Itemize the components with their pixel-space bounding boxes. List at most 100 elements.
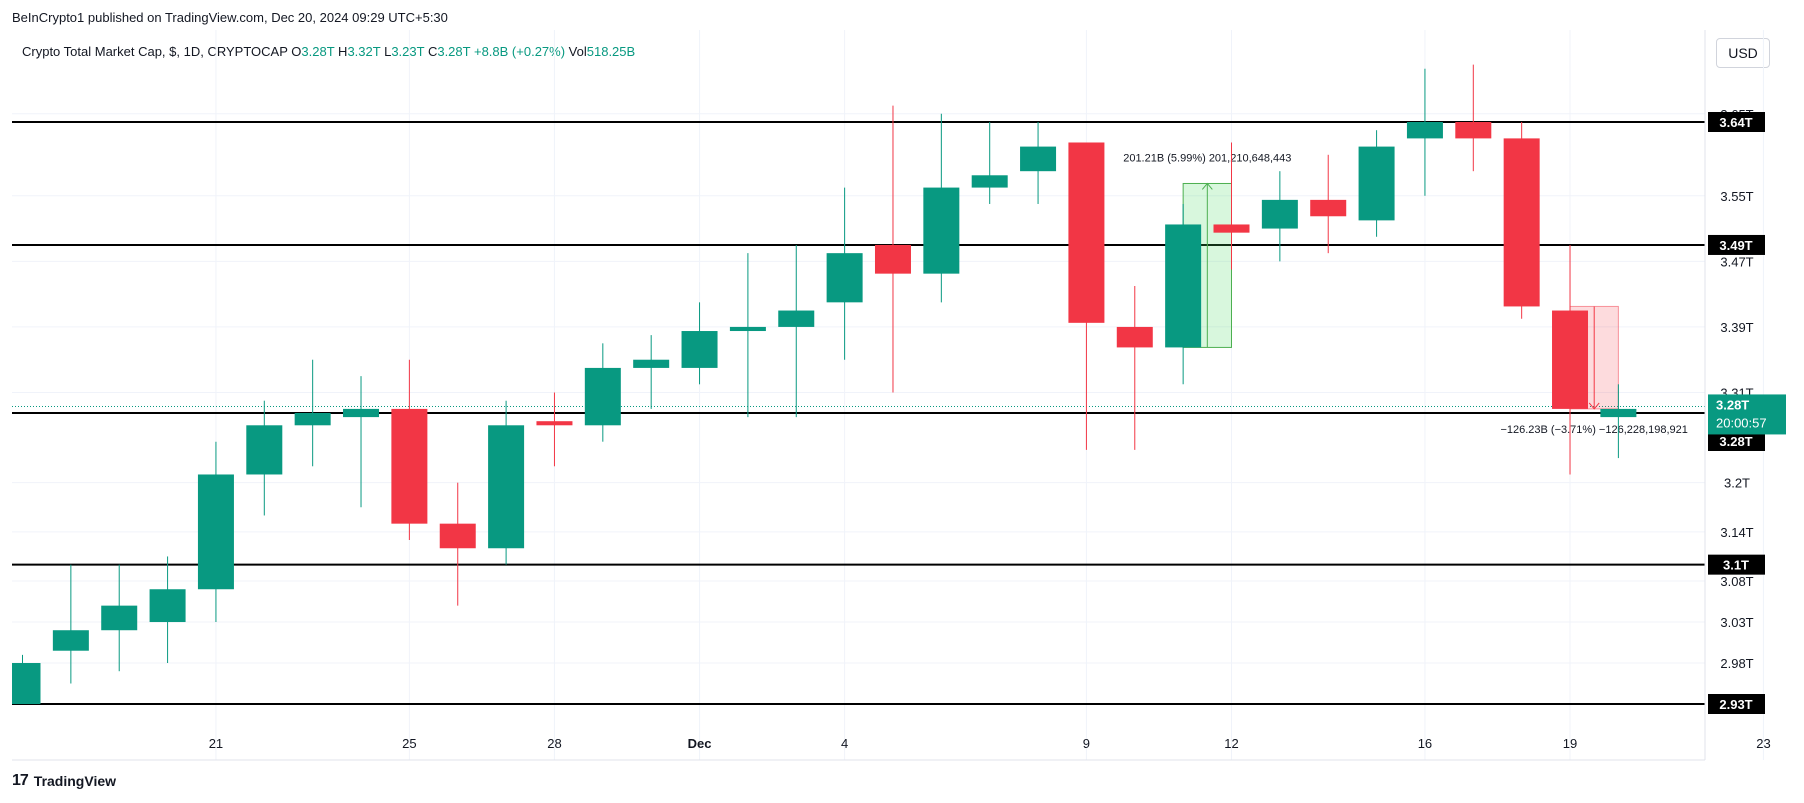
candle-body	[874, 244, 911, 274]
y-tick-label: 3.14T	[1720, 525, 1753, 540]
candle-body	[826, 253, 863, 303]
x-tick-label: 16	[1418, 736, 1432, 751]
close-value: 3.28T	[437, 44, 471, 59]
candle-body	[584, 367, 621, 426]
high-value: 3.32T	[347, 44, 381, 59]
candle[interactable]	[1020, 122, 1057, 204]
candle[interactable]	[1213, 142, 1250, 270]
level-price-tag	[1708, 112, 1765, 132]
symbol-name[interactable]: Crypto Total Market Cap, $, 1D, CRYPTOCA…	[22, 44, 288, 59]
measurements: 201.21B (5.99%) 201,210,648,443 −126.23B …	[1123, 152, 1688, 435]
x-tick-label: 9	[1083, 736, 1090, 751]
bar-countdown: 20:00:57	[1716, 415, 1767, 430]
candle-body	[778, 310, 815, 327]
open-label: O	[291, 44, 302, 59]
level-price-label: 2.93T	[1719, 697, 1752, 712]
level-price-label: 3.1T	[1723, 558, 1749, 573]
measure-arrow-head	[1201, 182, 1213, 190]
candle[interactable]	[52, 564, 89, 684]
candle[interactable]	[197, 441, 234, 623]
candle-body	[1068, 142, 1105, 323]
tradingview-mark-icon: 17	[12, 772, 29, 789]
candle-body	[1116, 326, 1153, 348]
candle[interactable]	[1116, 285, 1153, 450]
candle-body	[1552, 310, 1589, 409]
candle[interactable]	[246, 400, 283, 516]
candle[interactable]	[1503, 122, 1540, 319]
candle-body	[1020, 146, 1057, 172]
y-tick-label: 3.39T	[1720, 320, 1753, 335]
x-tick-label: 4	[841, 736, 848, 751]
candle[interactable]	[488, 400, 525, 565]
published-by-text: BeInCrypto1 published on TradingView.com…	[12, 10, 448, 25]
candle[interactable]	[1310, 154, 1347, 254]
candle-body	[681, 331, 718, 368]
grid	[12, 30, 1764, 760]
y-tick-label: 3.2T	[1724, 476, 1750, 491]
candle-body	[1165, 224, 1202, 348]
candle[interactable]	[536, 392, 573, 467]
candle-body	[52, 630, 89, 651]
candle[interactable]	[1261, 171, 1298, 262]
candle-body	[971, 175, 1008, 188]
level-price-tag	[1708, 694, 1765, 714]
candle[interactable]	[1165, 203, 1202, 385]
candle-body	[149, 589, 186, 623]
candle[interactable]	[681, 302, 718, 385]
volume-value: 518.25B	[586, 44, 636, 59]
x-tick-label: 23	[1756, 736, 1770, 751]
x-tick-label: 21	[209, 736, 223, 751]
candle[interactable]	[391, 359, 428, 541]
candle-body	[12, 663, 41, 704]
y-tick-label: 3.08T	[1720, 574, 1753, 589]
candle-body	[1358, 146, 1395, 221]
y-tick-label: 3.03T	[1720, 615, 1753, 630]
candle[interactable]	[1552, 244, 1589, 475]
symbol-legend: Crypto Total Market Cap, $, 1D, CRYPTOCA…	[22, 44, 635, 59]
level-price-label: 3.49T	[1719, 238, 1752, 253]
x-tick-label: 25	[402, 736, 416, 751]
candle-body	[101, 605, 138, 631]
currency-button[interactable]: USD	[1716, 38, 1770, 68]
tradingview-logo[interactable]: 17 TradingView	[12, 772, 116, 790]
candle[interactable]	[294, 359, 331, 467]
candle[interactable]	[1068, 142, 1105, 450]
candle-body	[923, 187, 960, 274]
y-tick-label: 3.47T	[1720, 254, 1753, 269]
x-tick-label: 28	[547, 736, 561, 751]
candle[interactable]	[1406, 68, 1443, 196]
candle[interactable]	[729, 253, 766, 418]
level-price-tag	[1708, 234, 1765, 255]
candle-body	[488, 425, 525, 549]
close-label: C	[427, 44, 438, 59]
candle[interactable]	[1358, 130, 1395, 237]
candle[interactable]	[149, 556, 186, 664]
last-price-tag	[1708, 394, 1786, 435]
candle[interactable]	[778, 244, 815, 418]
candle[interactable]	[343, 376, 380, 508]
candle[interactable]	[971, 122, 1008, 204]
candle-body	[1600, 408, 1637, 418]
level-price-tag	[1708, 554, 1765, 575]
candle[interactable]	[1455, 64, 1492, 172]
candle[interactable]	[826, 187, 863, 360]
candle[interactable]	[584, 343, 621, 442]
low-label: L	[384, 44, 392, 59]
last-price-label: 3.28T	[1716, 397, 1749, 412]
level-price-label: 3.28T	[1719, 434, 1752, 449]
candle[interactable]	[633, 335, 670, 409]
candle[interactable]	[1600, 384, 1637, 459]
candle-body	[1213, 224, 1250, 233]
tradingview-name: TradingView	[33, 773, 117, 789]
candle[interactable]	[439, 482, 476, 606]
candle[interactable]	[12, 654, 41, 704]
candle[interactable]	[874, 105, 911, 393]
candle[interactable]	[923, 113, 960, 303]
candle-body	[343, 408, 380, 418]
candle[interactable]	[101, 564, 138, 672]
candle-body	[729, 326, 766, 332]
measure-label: 201.21B (5.99%) 201,210,648,443	[1123, 152, 1291, 164]
candle-body	[439, 523, 476, 549]
candle-body	[536, 421, 573, 426]
